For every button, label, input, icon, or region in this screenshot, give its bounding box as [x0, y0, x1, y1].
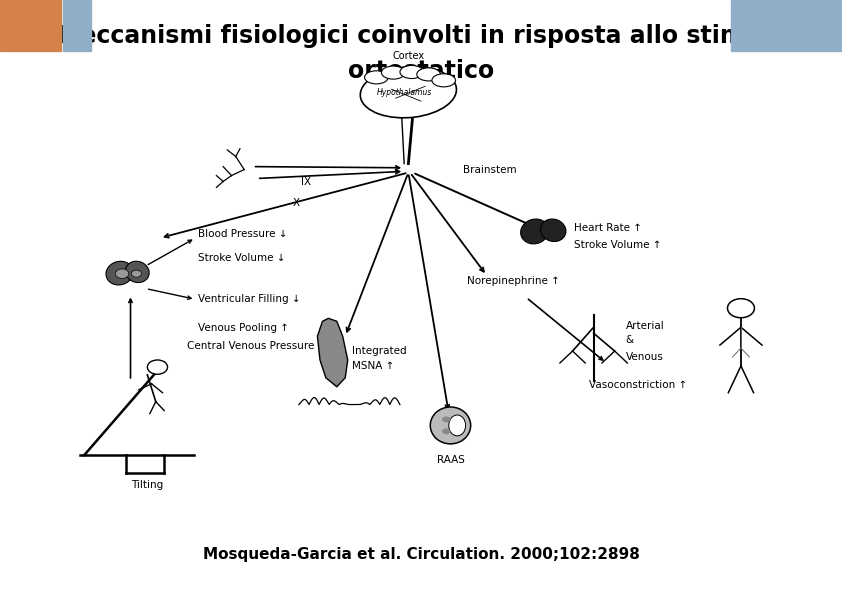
Ellipse shape — [520, 219, 549, 244]
Ellipse shape — [381, 66, 405, 79]
Text: Ventricular Filling ↓: Ventricular Filling ↓ — [198, 295, 301, 304]
Text: Venous Pooling ↑: Venous Pooling ↑ — [198, 324, 289, 333]
Ellipse shape — [430, 407, 471, 444]
Text: Tilting: Tilting — [131, 480, 163, 490]
Ellipse shape — [449, 415, 466, 436]
Circle shape — [442, 416, 450, 422]
Circle shape — [147, 360, 168, 374]
Ellipse shape — [432, 74, 456, 87]
Text: Venous: Venous — [626, 352, 663, 362]
Text: X: X — [293, 199, 300, 208]
Ellipse shape — [106, 261, 133, 285]
Text: ortostatico: ortostatico — [348, 60, 494, 83]
Text: Stroke Volume ↑: Stroke Volume ↑ — [574, 240, 662, 250]
Text: Vasoconstriction ↑: Vasoconstriction ↑ — [589, 380, 688, 390]
Text: Heart Rate ↑: Heart Rate ↑ — [574, 223, 642, 233]
Ellipse shape — [400, 65, 424, 79]
Circle shape — [115, 269, 129, 278]
Text: Hypothalamus: Hypothalamus — [376, 87, 432, 97]
Circle shape — [131, 270, 141, 277]
Text: Central Venous Pressure ↓: Central Venous Pressure ↓ — [187, 342, 327, 351]
Text: Blood Pressure ↓: Blood Pressure ↓ — [198, 229, 287, 239]
Text: &: & — [626, 336, 634, 345]
Bar — [63, 0, 91, 51]
Text: MSNA ↑: MSNA ↑ — [352, 361, 394, 371]
Text: Brainstem: Brainstem — [463, 165, 517, 174]
Text: Integrated: Integrated — [352, 346, 407, 356]
Circle shape — [442, 428, 450, 434]
Ellipse shape — [417, 68, 440, 81]
Polygon shape — [317, 318, 348, 387]
Text: Mosqueda-Garcia et al. Circulation. 2000;102:2898: Mosqueda-Garcia et al. Circulation. 2000… — [203, 547, 639, 562]
Text: Stroke Volume ↓: Stroke Volume ↓ — [198, 253, 285, 262]
Bar — [731, 0, 842, 51]
Ellipse shape — [125, 261, 149, 283]
Text: IX: IX — [301, 177, 312, 187]
Ellipse shape — [360, 67, 456, 118]
Text: RAAS: RAAS — [436, 455, 465, 465]
Ellipse shape — [365, 71, 388, 84]
Circle shape — [727, 299, 754, 318]
Text: Cortex: Cortex — [392, 51, 424, 61]
Text: Meccanismi fisiologici coinvolti in risposta allo stimolo: Meccanismi fisiologici coinvolti in risp… — [57, 24, 785, 48]
Text: Norepinephrine ↑: Norepinephrine ↑ — [467, 277, 560, 286]
Bar — [0, 0, 61, 51]
Ellipse shape — [541, 219, 566, 242]
Text: Arterial: Arterial — [626, 321, 664, 331]
